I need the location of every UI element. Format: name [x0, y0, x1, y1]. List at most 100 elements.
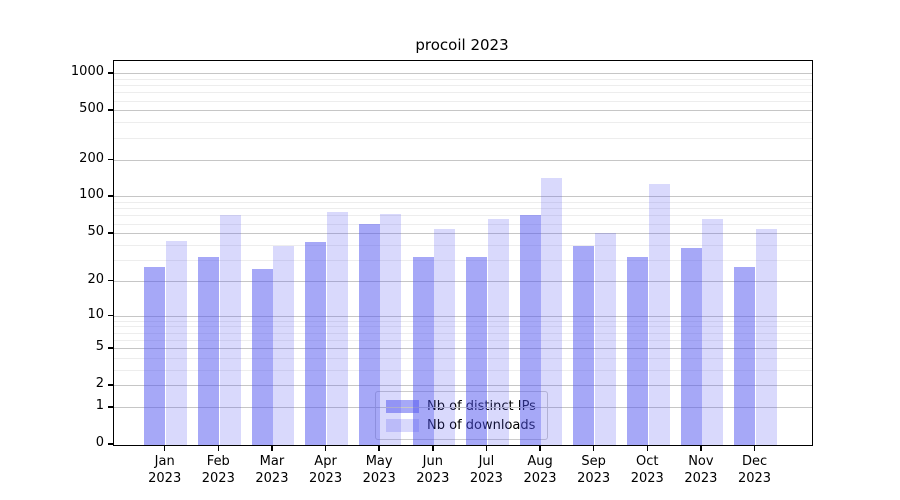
minor-gridline — [114, 122, 812, 124]
y-tick-label: 10 — [87, 306, 104, 322]
major-gridline — [114, 233, 812, 235]
bar-downloads — [755, 229, 777, 445]
y-tick-mark — [108, 347, 113, 349]
bar-distinct-ips — [466, 256, 488, 445]
major-gridline — [114, 385, 812, 387]
y-tick-label: 50 — [87, 224, 104, 240]
x-tick-label: Feb 2023 — [201, 454, 235, 486]
x-tick-mark — [432, 446, 434, 451]
minor-gridline — [114, 244, 812, 246]
y-tick-label: 500 — [79, 101, 104, 117]
bar-downloads — [219, 215, 241, 445]
y-tick-label: 1000 — [70, 64, 104, 80]
major-gridline — [114, 110, 812, 112]
x-tick-label: Sep 2023 — [577, 454, 611, 486]
x-tick-label: May 2023 — [362, 454, 396, 486]
x-tick-label: Jan 2023 — [148, 454, 182, 486]
major-gridline — [114, 407, 812, 409]
bar-distinct-ips — [305, 242, 327, 445]
y-tick-mark — [108, 384, 113, 386]
minor-gridline — [114, 202, 812, 204]
minor-gridline — [114, 78, 812, 80]
bar-downloads — [326, 212, 348, 445]
x-tick-label: Jun 2023 — [416, 454, 450, 486]
major-gridline — [114, 348, 812, 350]
x-tick-label: Oct 2023 — [630, 454, 664, 486]
minor-gridline — [114, 332, 812, 334]
x-tick-mark — [217, 446, 220, 451]
y-tick-label: 0 — [95, 435, 104, 451]
major-gridline — [114, 280, 812, 282]
bar-distinct-ips — [412, 256, 434, 445]
bar-distinct-ips — [251, 269, 273, 445]
y-tick-label: 20 — [87, 271, 104, 287]
bar-distinct-ips — [144, 267, 166, 445]
y-tick-mark — [108, 109, 113, 111]
x-tick-label: Dec 2023 — [737, 454, 772, 486]
chart-title: procoil 2023 — [415, 36, 509, 54]
bar-downloads — [166, 241, 187, 445]
minor-gridline — [114, 259, 812, 261]
y-tick-label: 200 — [79, 150, 104, 166]
x-tick-mark — [592, 446, 595, 451]
y-tick-label: 2 — [95, 376, 104, 392]
x-tick-mark — [646, 446, 649, 451]
minor-gridline — [114, 100, 812, 102]
y-tick-mark — [108, 72, 113, 74]
y-tick-label: 5 — [95, 339, 104, 355]
y-tick-mark — [108, 158, 113, 160]
minor-gridline — [114, 339, 812, 341]
bar-downloads — [273, 246, 295, 445]
y-tick-label: 100 — [79, 187, 104, 203]
bar-downloads — [702, 219, 724, 445]
y-tick-mark — [108, 232, 113, 234]
bar-downloads — [380, 213, 402, 445]
minor-gridline — [114, 85, 812, 87]
minor-gridline — [114, 369, 812, 371]
minor-gridline — [114, 223, 812, 225]
y-tick-mark — [108, 443, 113, 445]
bar-distinct-ips — [573, 246, 595, 445]
x-tick-mark — [539, 446, 541, 451]
minor-gridline — [114, 215, 812, 217]
bar-downloads — [648, 184, 670, 445]
x-tick-label: Mar 2023 — [255, 454, 289, 486]
bar-distinct-ips — [626, 256, 648, 445]
y-tick-mark — [108, 406, 113, 408]
bar-downloads — [487, 218, 509, 445]
x-tick-mark — [378, 446, 380, 451]
legend-swatch — [386, 399, 419, 413]
y-tick-mark — [108, 314, 113, 317]
minor-gridline — [114, 137, 812, 139]
bar-downloads — [541, 177, 563, 445]
bar-distinct-ips — [358, 224, 380, 445]
bar-distinct-ips — [680, 247, 702, 445]
x-tick-label: Nov 2023 — [684, 454, 718, 486]
major-gridline — [114, 73, 812, 75]
x-tick-label: Apr 2023 — [309, 454, 343, 486]
bar-distinct-ips — [198, 256, 220, 445]
major-gridline — [114, 196, 812, 198]
x-tick-label: Jul 2023 — [469, 454, 503, 486]
plot-area: Nb of distinct IPsNb of downloads — [113, 60, 813, 446]
minor-gridline — [114, 208, 812, 210]
x-tick-mark — [753, 446, 756, 451]
legend-swatch — [386, 418, 419, 432]
minor-gridline — [114, 357, 812, 359]
x-tick-mark — [700, 446, 702, 451]
major-gridline — [114, 315, 812, 317]
x-tick-mark — [485, 446, 488, 451]
y-tick-mark — [108, 279, 113, 282]
bar-downloads — [594, 233, 616, 445]
legend: Nb of distinct IPsNb of downloads — [375, 391, 548, 440]
y-tick-mark — [108, 195, 113, 197]
y-tick-label: 1 — [95, 398, 104, 414]
major-gridline — [114, 159, 812, 161]
minor-gridline — [114, 320, 812, 322]
x-tick-mark — [324, 446, 327, 451]
minor-gridline — [114, 92, 812, 94]
bar-downloads — [434, 229, 456, 445]
bar-distinct-ips — [734, 267, 756, 445]
x-tick-mark — [271, 446, 273, 451]
